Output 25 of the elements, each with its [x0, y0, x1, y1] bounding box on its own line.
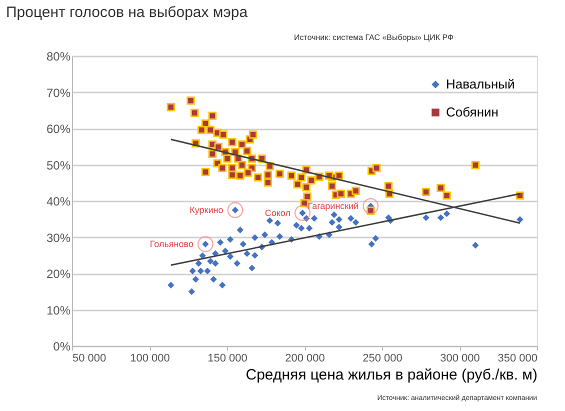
- y-tick-label: 50%: [46, 158, 71, 172]
- annotation: Куркино: [190, 205, 224, 216]
- y-tick-label: 30%: [46, 230, 71, 245]
- y-tick-label: 80%: [46, 50, 71, 64]
- x-tick-label: 350 000: [498, 352, 538, 364]
- y-tick-label: 10%: [46, 303, 71, 318]
- text: Источник: система ГАС «Выборы» ЦИК РФ: [294, 33, 454, 42]
- y-tick-label: 0%: [53, 340, 71, 354]
- x-tick-label: 150 000: [208, 352, 248, 364]
- legend-label: Навальный: [446, 76, 515, 92]
- x-axis-title: Средняя цена жилья в районе (руб./кв. м): [246, 366, 538, 384]
- legend-label: Собянин: [446, 104, 498, 120]
- annotation: Гольяново: [150, 239, 194, 250]
- chart-title: Процент голосов на выборах мэра: [6, 4, 248, 21]
- x-tick-label: 250 000: [362, 352, 402, 364]
- x-tick-label: 100 000: [130, 352, 170, 364]
- annotation: Гагаринский: [308, 201, 359, 212]
- y-tick-label: 20%: [46, 267, 71, 281]
- x-tick-label: 50 000: [72, 352, 106, 364]
- y-tick-label: 70%: [46, 86, 71, 100]
- y-tick-label: 40%: [46, 194, 71, 208]
- x-tick-label: 300 000: [440, 352, 480, 364]
- annotation: Сокол: [264, 208, 290, 218]
- x-tick-label: 200 000: [285, 352, 325, 364]
- y-tick-label: 60%: [46, 122, 71, 136]
